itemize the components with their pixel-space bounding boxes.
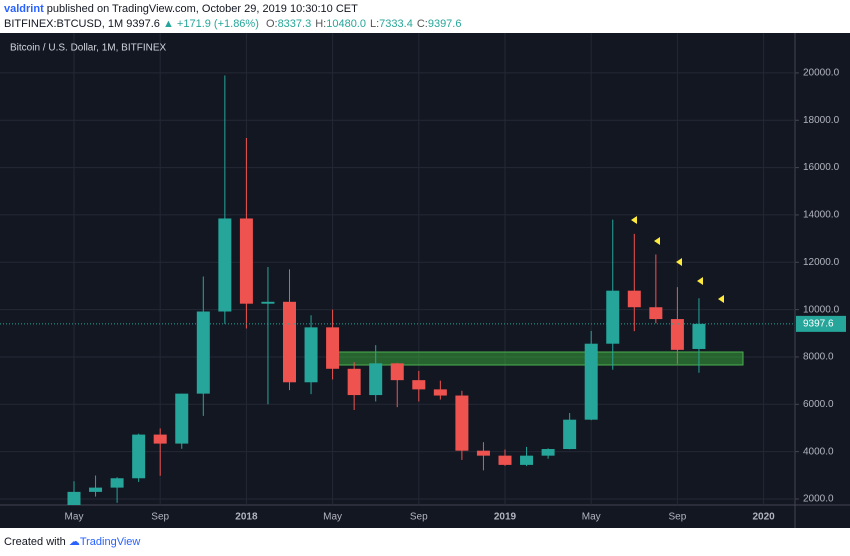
- candle-body: [563, 419, 577, 450]
- chart-background: [0, 33, 850, 528]
- publish-info: valdrint published on TradingView.com, O…: [4, 3, 358, 15]
- arrow: [631, 216, 637, 224]
- ohlc-label: O:: [265, 18, 278, 30]
- candle-body: [196, 311, 210, 394]
- candle-body: [261, 301, 275, 304]
- author: valdrint: [4, 3, 44, 15]
- x-tick-label: 2018: [235, 512, 258, 523]
- arrow: [697, 277, 703, 285]
- x-tick-label: May: [65, 512, 84, 523]
- y-tick-label: 14000.0: [803, 210, 840, 221]
- footer: Created with ☁TradingView: [4, 535, 140, 548]
- brand: TradingView: [79, 536, 141, 548]
- arrow: [676, 258, 682, 266]
- footer-text: Created with: [4, 536, 66, 548]
- symbol-info: BITFINEX:BTCUSD, 1M 9397.6 ▲ +171.9 (+1.…: [4, 18, 461, 30]
- ohlc-label: H:: [315, 18, 327, 30]
- up-arrow: ▲: [162, 18, 174, 30]
- last-price-label: 9397.6: [803, 319, 834, 330]
- candle-body: [89, 487, 103, 492]
- candle-body: [218, 218, 232, 312]
- y-tick-label: 8000.0: [803, 352, 834, 363]
- arrow: [654, 237, 660, 245]
- ohlc: O:8337.3 H:10480.0 L:7333.4 C:9397.6: [262, 18, 462, 30]
- candle-body: [347, 368, 361, 396]
- y-tick-label: 18000.0: [803, 115, 840, 126]
- logo: ☁: [68, 536, 80, 548]
- ohlc-value: 8337.3: [277, 18, 312, 30]
- candle-body: [67, 491, 81, 505]
- x-tick-label: May: [582, 512, 601, 523]
- candle-body: [498, 455, 512, 465]
- ohlc-value: 7333.4: [379, 18, 413, 30]
- ohlc-label: L:: [369, 18, 380, 30]
- y-tick-label: 6000.0: [803, 399, 834, 410]
- candle-body: [412, 380, 426, 390]
- candle-body: [132, 434, 146, 479]
- y-tick-label: 16000.0: [803, 162, 840, 173]
- symbol: BITFINEX:BTCUSD, 1M: [4, 18, 124, 30]
- candle-body: [670, 319, 684, 350]
- y-tick-label: 12000.0: [803, 257, 840, 268]
- candle-body: [692, 323, 706, 349]
- candle-body: [326, 327, 340, 369]
- support-zone: [329, 351, 744, 366]
- y-tick-label: 4000.0: [803, 446, 834, 457]
- candle-body: [476, 450, 490, 456]
- x-tick-label: 2019: [494, 512, 517, 523]
- candle-body: [606, 290, 620, 344]
- x-tick-label: May: [323, 512, 342, 523]
- candle-body: [541, 449, 555, 456]
- candle-body: [110, 478, 124, 488]
- axes: 2000.0 4000.0 6000.0 8000.0 10000.0 12000.0 14…: [0, 68, 846, 523]
- ohlc-value: 9397.6: [427, 18, 462, 30]
- candle-body: [649, 307, 663, 320]
- x-tick-label: Sep: [410, 512, 428, 523]
- candles: [67, 75, 706, 505]
- x-tick-label: Sep: [669, 512, 687, 523]
- candle-body: [304, 327, 318, 383]
- candle-body: [627, 290, 641, 308]
- x-tick-label: 2020: [752, 512, 775, 523]
- y-tick-label: 2000.0: [803, 494, 834, 505]
- candle-body: [239, 218, 253, 304]
- candle-body: [455, 395, 469, 451]
- annotation-arrows: [631, 216, 724, 303]
- candle-body: [283, 301, 296, 383]
- candle-body: [520, 455, 534, 465]
- arrow: [718, 295, 724, 303]
- candle-body: [390, 363, 404, 381]
- candle-body: [175, 393, 189, 444]
- publish-text: published on TradingView.com, October 29…: [46, 3, 358, 15]
- ohlc-value: 10480.0: [326, 18, 366, 30]
- x-tick-label: Sep: [151, 512, 169, 523]
- last-price: 9397.6: [126, 18, 160, 30]
- candle-body: [153, 434, 167, 444]
- candle-body: [584, 343, 598, 420]
- candle-body: [433, 389, 447, 396]
- y-tick-label: 20000.0: [803, 68, 840, 79]
- chart-title: Bitcoin / U.S. Dollar, 1M, BITFINEX: [10, 43, 166, 54]
- candle-body: [369, 363, 383, 396]
- ohlc-label: C:: [416, 18, 428, 30]
- change: +171.9 (+1.86%): [176, 18, 259, 30]
- y-tick-label: 10000.0: [803, 304, 840, 315]
- last-price-tag: [796, 315, 846, 332]
